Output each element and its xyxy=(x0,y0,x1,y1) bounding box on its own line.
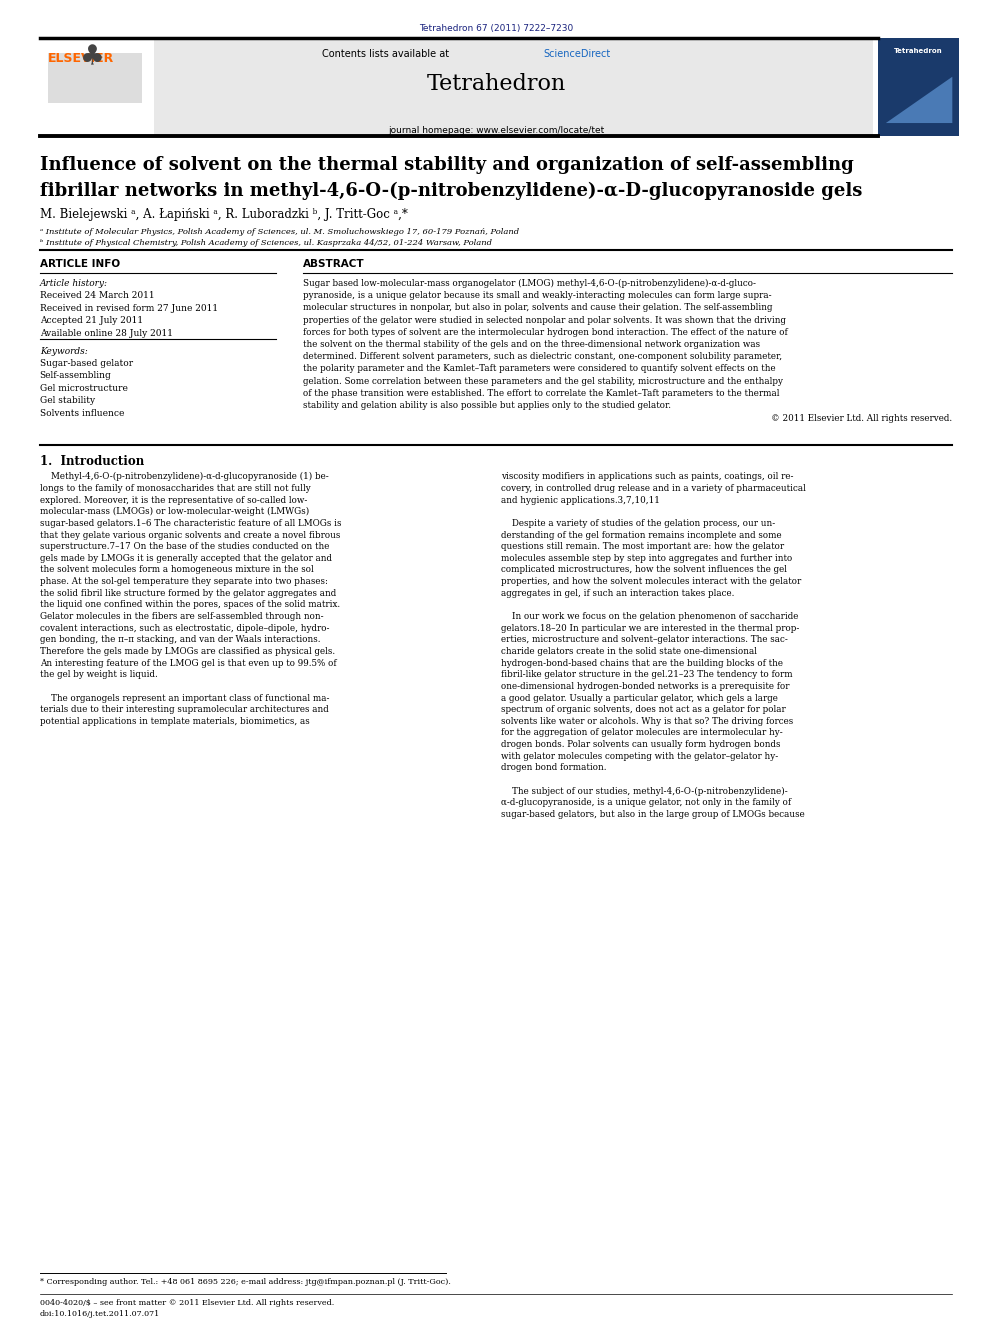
Text: © 2011 Elsevier Ltd. All rights reserved.: © 2011 Elsevier Ltd. All rights reserved… xyxy=(771,414,952,423)
Text: stability and gelation ability is also possible but applies only to the studied : stability and gelation ability is also p… xyxy=(303,401,671,410)
Text: M. Bielejewski ᵃ, A. Łapiński ᵃ, R. Luboradzki ᵇ, J. Tritt-Goc ᵃ,*: M. Bielejewski ᵃ, A. Łapiński ᵃ, R. Lubo… xyxy=(40,208,408,221)
Text: doi:10.1016/j.tet.2011.07.071: doi:10.1016/j.tet.2011.07.071 xyxy=(40,1310,160,1318)
Text: a good gelator. Usually a particular gelator, which gels a large: a good gelator. Usually a particular gel… xyxy=(501,693,778,703)
Text: molecular-mass (LMOGs) or low-molecular-weight (LMWGs): molecular-mass (LMOGs) or low-molecular-… xyxy=(40,507,309,516)
Text: pyranoside, is a unique gelator because its small and weakly-interacting molecul: pyranoside, is a unique gelator because … xyxy=(303,291,771,300)
Text: Received in revised form 27 June 2011: Received in revised form 27 June 2011 xyxy=(40,303,218,312)
Text: The organogels represent an important class of functional ma-: The organogels represent an important cl… xyxy=(40,693,329,703)
Text: Contents lists available at: Contents lists available at xyxy=(322,49,452,60)
Text: erties, microstructure and solvent–gelator interactions. The sac-: erties, microstructure and solvent–gelat… xyxy=(501,635,788,644)
Text: terials due to their interesting supramolecular architectures and: terials due to their interesting supramo… xyxy=(40,705,328,714)
Text: Accepted 21 July 2011: Accepted 21 July 2011 xyxy=(40,316,143,325)
Text: gen bonding, the π–π stacking, and van der Waals interactions.: gen bonding, the π–π stacking, and van d… xyxy=(40,635,320,644)
Text: aggregates in gel, if such an interaction takes place.: aggregates in gel, if such an interactio… xyxy=(501,589,734,598)
Text: covalent interactions, such as electrostatic, dipole–dipole, hydro-: covalent interactions, such as electrost… xyxy=(40,623,329,632)
Text: ARTICLE INFO: ARTICLE INFO xyxy=(40,259,120,270)
Text: molecules assemble step by step into aggregates and further into: molecules assemble step by step into agg… xyxy=(501,554,793,562)
Bar xyxy=(154,38,873,136)
Text: Gel stability: Gel stability xyxy=(40,396,95,405)
Text: drogen bond formation.: drogen bond formation. xyxy=(501,763,606,773)
Text: Tetrahedron 67 (2011) 7222–7230: Tetrahedron 67 (2011) 7222–7230 xyxy=(419,24,573,33)
Text: ABSTRACT: ABSTRACT xyxy=(303,259,364,270)
Bar xyxy=(40,38,154,136)
Text: Tetrahedron: Tetrahedron xyxy=(894,48,943,54)
Text: the polarity parameter and the Kamlet–Taft parameters were considered to quantif: the polarity parameter and the Kamlet–Ta… xyxy=(303,364,775,373)
Text: fibrillar networks in methyl-4,6-O-(p-nitrobenzylidene)-α-D-glucopyranoside gels: fibrillar networks in methyl-4,6-O-(p-ni… xyxy=(40,181,862,200)
Text: the solid fibril like structure formed by the gelator aggregates and: the solid fibril like structure formed b… xyxy=(40,589,336,598)
Text: drogen bonds. Polar solvents can usually form hydrogen bonds: drogen bonds. Polar solvents can usually… xyxy=(501,740,781,749)
Text: Therefore the gels made by LMOGs are classified as physical gels.: Therefore the gels made by LMOGs are cla… xyxy=(40,647,335,656)
Text: In our work we focus on the gelation phenomenon of saccharide: In our work we focus on the gelation phe… xyxy=(501,613,799,620)
Text: Gel microstructure: Gel microstructure xyxy=(40,384,128,393)
Text: Despite a variety of studies of the gelation process, our un-: Despite a variety of studies of the gela… xyxy=(501,519,775,528)
Text: phase. At the sol-gel temperature they separate into two phases:: phase. At the sol-gel temperature they s… xyxy=(40,577,327,586)
Text: longs to the family of monosaccharides that are still not fully: longs to the family of monosaccharides t… xyxy=(40,484,310,493)
Text: The subject of our studies, methyl-4,6-O-(p-nitrobenzylidene)-: The subject of our studies, methyl-4,6-O… xyxy=(501,787,788,795)
Text: An interesting feature of the LMOG gel is that even up to 99.5% of: An interesting feature of the LMOG gel i… xyxy=(40,659,336,668)
Polygon shape xyxy=(886,77,952,123)
Text: Keywords:: Keywords: xyxy=(40,347,87,356)
Text: journal homepage: www.elsevier.com/locate/tet: journal homepage: www.elsevier.com/locat… xyxy=(388,126,604,135)
Text: and hygienic applications.3,7,10,11: and hygienic applications.3,7,10,11 xyxy=(501,496,660,504)
Text: the liquid one confined within the pores, spaces of the solid matrix.: the liquid one confined within the pores… xyxy=(40,601,340,610)
Text: fibril-like gelator structure in the gel.21–23 The tendency to form: fibril-like gelator structure in the gel… xyxy=(501,671,793,679)
Text: with gelator molecules competing with the gelator–gelator hy-: with gelator molecules competing with th… xyxy=(501,751,778,761)
Text: ScienceDirect: ScienceDirect xyxy=(544,49,611,60)
Text: the gel by weight is liquid.: the gel by weight is liquid. xyxy=(40,671,158,679)
Text: gels made by LMOGs it is generally accepted that the gelator and: gels made by LMOGs it is generally accep… xyxy=(40,554,331,562)
Text: Gelator molecules in the fibers are self-assembled through non-: Gelator molecules in the fibers are self… xyxy=(40,613,323,620)
Text: 1.  Introduction: 1. Introduction xyxy=(40,455,144,468)
Text: questions still remain. The most important are: how the gelator: questions still remain. The most importa… xyxy=(501,542,784,552)
Text: 0040-4020/$ – see front matter © 2011 Elsevier Ltd. All rights reserved.: 0040-4020/$ – see front matter © 2011 El… xyxy=(40,1299,334,1307)
Text: the solvent on the thermal stability of the gels and on the three-dimensional ne: the solvent on the thermal stability of … xyxy=(303,340,760,349)
Text: Article history:: Article history: xyxy=(40,279,108,288)
Text: sugar-based gelators.1–6 The characteristic feature of all LMOGs is: sugar-based gelators.1–6 The characteris… xyxy=(40,519,341,528)
Text: complicated microstructures, how the solvent influences the gel: complicated microstructures, how the sol… xyxy=(501,565,787,574)
Text: potential applications in template materials, biomimetics, as: potential applications in template mater… xyxy=(40,717,310,726)
Text: ELSEVIER: ELSEVIER xyxy=(48,52,114,65)
Text: the solvent molecules form a homogeneous mixture in the sol: the solvent molecules form a homogeneous… xyxy=(40,565,313,574)
Text: spectrum of organic solvents, does not act as a gelator for polar: spectrum of organic solvents, does not a… xyxy=(501,705,786,714)
Text: of the phase transition were established. The effort to correlate the Kamlet–Taf: of the phase transition were established… xyxy=(303,389,779,398)
Text: Self-assembling: Self-assembling xyxy=(40,370,111,380)
Text: gelation. Some correlation between these parameters and the gel stability, micro: gelation. Some correlation between these… xyxy=(303,377,783,385)
Text: Solvents influence: Solvents influence xyxy=(40,409,124,418)
Text: viscosity modifiers in applications such as paints, coatings, oil re-: viscosity modifiers in applications such… xyxy=(501,472,794,482)
Text: forces for both types of solvent are the intermolecular hydrogen bond interactio: forces for both types of solvent are the… xyxy=(303,328,788,337)
Text: molecular structures in nonpolar, but also in polar, solvents and cause their ge: molecular structures in nonpolar, but al… xyxy=(303,303,772,312)
Text: for the aggregation of gelator molecules are intermolecular hy-: for the aggregation of gelator molecules… xyxy=(501,729,783,737)
Text: * Corresponding author. Tel.: +48 061 8695 226; e-mail address: jtg@ifmpan.pozna: * Corresponding author. Tel.: +48 061 86… xyxy=(40,1278,450,1286)
Text: solvents like water or alcohols. Why is that so? The driving forces: solvents like water or alcohols. Why is … xyxy=(501,717,794,726)
Text: Tetrahedron: Tetrahedron xyxy=(427,73,565,95)
Text: sugar-based gelators, but also in the large group of LMOGs because: sugar-based gelators, but also in the la… xyxy=(501,810,805,819)
Text: ♣: ♣ xyxy=(79,44,105,71)
Text: Available online 28 July 2011: Available online 28 July 2011 xyxy=(40,328,173,337)
Text: Methyl-4,6-O-(p-nitrobenzylidene)-α-d-glucopyranoside (1) be-: Methyl-4,6-O-(p-nitrobenzylidene)-α-d-gl… xyxy=(40,472,328,482)
Text: Sugar-based gelator: Sugar-based gelator xyxy=(40,359,133,368)
Text: one-dimensional hydrogen-bonded networks is a prerequisite for: one-dimensional hydrogen-bonded networks… xyxy=(501,681,790,691)
Text: Received 24 March 2011: Received 24 March 2011 xyxy=(40,291,155,300)
Bar xyxy=(878,38,959,136)
Text: ᵃ Institute of Molecular Physics, Polish Academy of Sciences, ul. M. Smoluchowsk: ᵃ Institute of Molecular Physics, Polish… xyxy=(40,228,519,235)
Text: derstanding of the gel formation remains incomplete and some: derstanding of the gel formation remains… xyxy=(501,531,782,540)
Text: that they gelate various organic solvents and create a novel fibrous: that they gelate various organic solvent… xyxy=(40,531,340,540)
Text: α-d-glucopyranoside, is a unique gelator, not only in the family of: α-d-glucopyranoside, is a unique gelator… xyxy=(501,798,791,807)
Text: explored. Moreover, it is the representative of so-called low-: explored. Moreover, it is the representa… xyxy=(40,496,308,504)
Text: Influence of solvent on the thermal stability and organization of self-assemblin: Influence of solvent on the thermal stab… xyxy=(40,156,853,175)
Text: Sugar based low-molecular-mass organogelator (LMOG) methyl-4,6-O-(p-nitrobenzyli: Sugar based low-molecular-mass organogel… xyxy=(303,279,756,288)
Text: covery, in controlled drug release and in a variety of pharmaceutical: covery, in controlled drug release and i… xyxy=(501,484,806,493)
Text: determined. Different solvent parameters, such as dielectric constant, one-compo: determined. Different solvent parameters… xyxy=(303,352,782,361)
Text: gelators.18–20 In particular we are interested in the thermal prop-: gelators.18–20 In particular we are inte… xyxy=(501,623,800,632)
Text: ᵇ Institute of Physical Chemistry, Polish Academy of Sciences, ul. Kasprzaka 44/: ᵇ Institute of Physical Chemistry, Polis… xyxy=(40,239,492,247)
Text: properties of the gelator were studied in selected nonpolar and polar solvents. : properties of the gelator were studied i… xyxy=(303,316,786,324)
Text: charide gelators create in the solid state one-dimensional: charide gelators create in the solid sta… xyxy=(501,647,757,656)
Bar xyxy=(48,53,142,103)
Text: properties, and how the solvent molecules interact with the gelator: properties, and how the solvent molecule… xyxy=(501,577,802,586)
Text: superstructure.7–17 On the base of the studies conducted on the: superstructure.7–17 On the base of the s… xyxy=(40,542,329,552)
Text: hydrogen-bond-based chains that are the building blocks of the: hydrogen-bond-based chains that are the … xyxy=(501,659,783,668)
